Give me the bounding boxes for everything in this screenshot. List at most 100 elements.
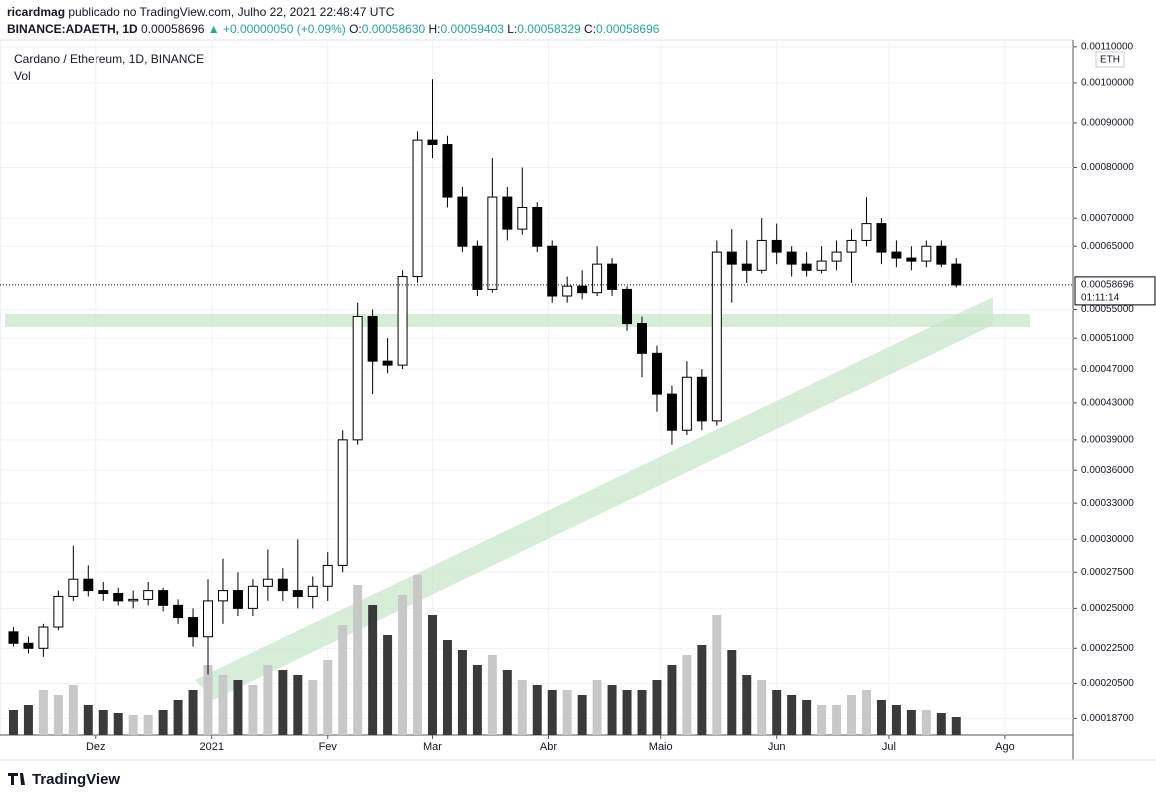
volume-bar — [413, 575, 423, 735]
currency: ETH — [1100, 55, 1120, 66]
volume-bar — [951, 717, 961, 735]
y-tick-label: 0.00090000 — [1081, 118, 1134, 129]
volume-bar — [457, 650, 467, 735]
y-tick-label: 0.00100000 — [1081, 78, 1134, 89]
volume-bar — [248, 685, 258, 735]
candle-body — [711, 251, 722, 422]
candle-body — [816, 260, 827, 271]
y-tick-label: 0.00080000 — [1081, 162, 1134, 173]
volume-bar — [592, 680, 602, 735]
candle-body — [951, 263, 962, 286]
candle-body — [696, 376, 707, 422]
candle-body — [517, 206, 528, 230]
candle-body — [577, 285, 588, 294]
volume-bar — [532, 685, 542, 735]
candle-body — [666, 393, 677, 431]
volume-bar — [772, 690, 782, 735]
volume-bar — [652, 680, 662, 735]
volume-bar — [802, 700, 812, 735]
trend-band — [195, 297, 993, 700]
volume-bar — [143, 715, 153, 735]
volume-bar — [637, 690, 647, 735]
candle-body — [113, 593, 124, 602]
candle-body — [53, 595, 64, 628]
volume-bar — [128, 715, 138, 735]
ohlc-key: L: — [507, 22, 518, 36]
candle-body — [936, 245, 947, 265]
candle-body — [8, 631, 19, 644]
volume-bar — [682, 655, 692, 735]
volume-bar — [398, 595, 408, 735]
candle-body — [307, 585, 318, 597]
volume-bar — [338, 625, 348, 735]
volume-bar — [622, 690, 632, 735]
y-tick-label: 0.00025000 — [1081, 603, 1134, 614]
candle-body — [292, 590, 303, 597]
candle-body — [921, 245, 932, 262]
volume-label: Vol — [14, 69, 31, 83]
candle-body — [876, 223, 887, 253]
countdown: 01:11:14 — [1081, 293, 1120, 304]
y-tick-label: 0.00020500 — [1081, 678, 1134, 689]
last: 0.00058696 — [141, 22, 205, 36]
candle-body — [83, 578, 94, 592]
candle-body — [906, 257, 917, 262]
volume-bar — [517, 680, 527, 735]
volume-bar — [472, 665, 482, 735]
candle-body — [562, 285, 573, 297]
volume-bar — [697, 645, 707, 735]
volume-bar — [442, 640, 452, 735]
header-line: BINANCE:ADAETH, 1D 0.00058696 ▲ +0.00000… — [7, 22, 659, 36]
x-tick-label: Dez — [86, 741, 106, 753]
y-tick-label: 0.00030000 — [1081, 534, 1134, 545]
candle-body — [412, 139, 423, 278]
ohlc-key: C: — [584, 22, 597, 36]
volume-bar — [218, 675, 228, 735]
candle-body — [861, 223, 872, 241]
volume-bar — [278, 670, 288, 735]
candle-body — [502, 196, 513, 230]
volume-bar — [98, 710, 108, 735]
currency-box — [1095, 51, 1125, 68]
candle-body — [681, 376, 692, 431]
header-line: ricardmag publicado no TradingView.com, … — [7, 5, 394, 19]
candle-body — [741, 263, 752, 271]
volume-bar — [607, 685, 617, 735]
candle-body — [23, 642, 34, 649]
volume-bar — [173, 700, 183, 735]
author: ricardmag — [7, 5, 66, 19]
candle-body — [726, 251, 737, 265]
y-tick-label: 0.00065000 — [1081, 241, 1134, 252]
x-tick-label: Maio — [649, 741, 673, 753]
volume-bar — [502, 670, 512, 735]
volume-bar — [293, 675, 303, 735]
ohlc: O:0.00058630 H:0.00059403 L:0.00058329 C… — [349, 22, 659, 36]
y-tick-label: 0.00036000 — [1081, 465, 1134, 476]
candle-body — [532, 206, 543, 247]
x-tick-label: Fev — [319, 741, 338, 753]
volume-bar — [832, 705, 842, 735]
volume-bar — [847, 695, 857, 735]
candle-body — [786, 251, 797, 265]
volume-bar — [742, 675, 752, 735]
volume-bar — [787, 695, 797, 735]
y-tick-label: 0.00110000 — [1081, 41, 1134, 52]
chart-title: Cardano / Ethereum, 1D, BINANCE — [14, 52, 204, 66]
x-tick-label: Jul — [882, 741, 896, 753]
volume-bar — [68, 685, 78, 735]
ohlc-key: H: — [428, 22, 441, 36]
volume-bar — [562, 690, 572, 735]
candle-body — [98, 590, 109, 595]
volume-bar — [428, 615, 437, 735]
volume-bar — [263, 665, 273, 735]
y-tick-label: 0.00047000 — [1081, 364, 1134, 375]
candle-body — [637, 323, 647, 354]
volume-bar — [906, 710, 916, 735]
candle-body — [592, 263, 603, 294]
volume-bar — [921, 710, 931, 735]
volume-bar — [891, 705, 901, 735]
volume-bar — [83, 705, 93, 735]
candle-body — [607, 263, 618, 290]
candle-body — [277, 578, 288, 592]
